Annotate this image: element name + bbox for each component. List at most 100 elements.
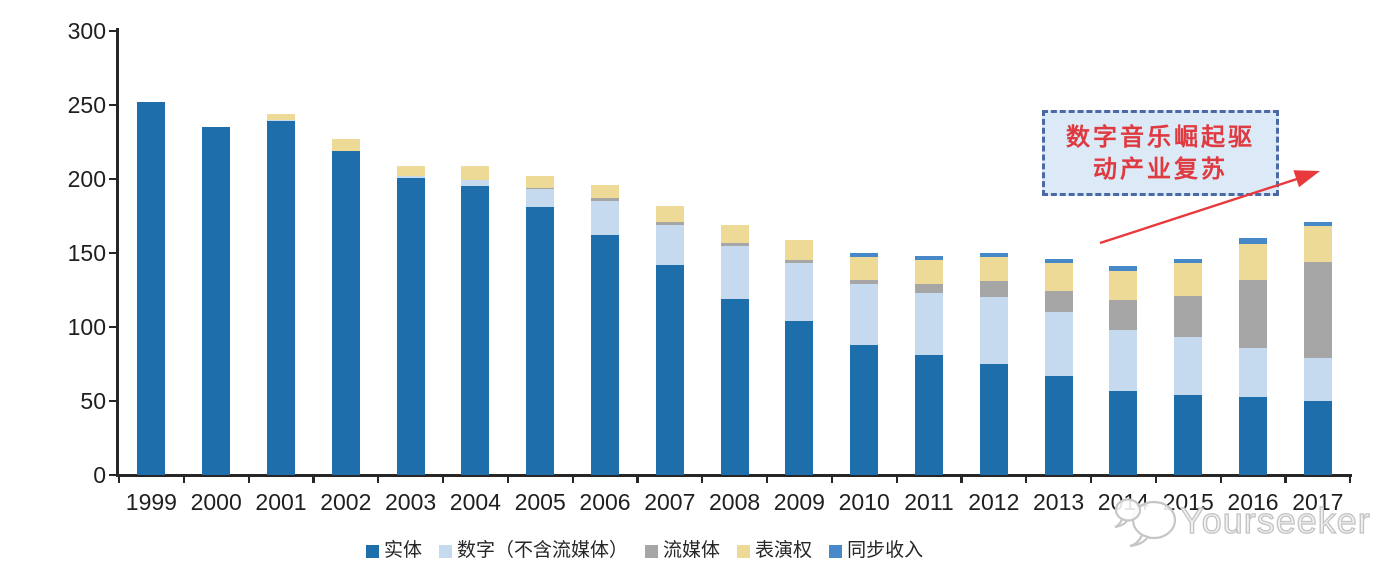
bar-segment-2009 xyxy=(785,321,814,475)
x-axis-label: 2003 xyxy=(385,489,437,515)
bar-segment-2014 xyxy=(1109,390,1138,475)
bar-segment-2000 xyxy=(202,127,231,475)
x-axis-label: 2010 xyxy=(838,489,890,515)
watermark: Yourseeker xyxy=(1112,494,1371,548)
legend-swatch xyxy=(737,544,751,558)
bar-segment-2017 xyxy=(1303,358,1332,401)
y-axis-tick xyxy=(109,30,117,33)
y-axis-tick-label: 150 xyxy=(67,239,106,266)
legend: 实体 数字（不含流媒体） 流媒体 表演权 同步收入 xyxy=(366,540,923,562)
x-axis-label: 2000 xyxy=(190,489,242,515)
bar-segment-2007 xyxy=(655,224,684,265)
bar-segment-2006 xyxy=(591,201,619,236)
x-axis-label: 2009 xyxy=(773,489,825,515)
annotation-line-2: 动产业复苏 xyxy=(1093,156,1228,183)
watermark-text: Yourseeker xyxy=(1179,499,1371,541)
x-axis-tick xyxy=(895,476,898,483)
bar-segment-2014 xyxy=(1109,300,1138,330)
legend-swatch xyxy=(439,544,453,558)
bar-segment-2016 xyxy=(1239,244,1267,280)
x-axis-tick xyxy=(182,476,185,483)
bar-segment-2007 xyxy=(655,264,684,475)
x-axis-label: 2007 xyxy=(644,489,696,515)
bar-segment-2003 xyxy=(396,177,425,475)
bar-segment-2002 xyxy=(331,139,360,151)
bar-segment-2008 xyxy=(720,298,749,475)
bar-segment-2013 xyxy=(1044,291,1073,313)
x-axis-tick xyxy=(571,476,574,483)
speech-bubbles-logo-icon xyxy=(1114,498,1177,548)
legend-swatch xyxy=(366,544,379,558)
x-axis-tick xyxy=(1219,476,1222,483)
annotation-callout: 数字音乐崛起驱 动产业复苏 xyxy=(1042,110,1279,196)
y-axis-tick-label: 50 xyxy=(80,387,106,414)
bar-segment-2009 xyxy=(785,239,814,261)
legend-label: 实体 xyxy=(384,540,423,561)
x-axis-label: 2006 xyxy=(579,489,631,515)
x-axis-tick xyxy=(377,476,380,483)
bar-segment-2003 xyxy=(396,176,425,178)
bar-segment-2012 xyxy=(979,253,1008,258)
x-axis-label: 2017 xyxy=(1292,489,1344,515)
x-axis-tick xyxy=(1284,476,1287,483)
x-axis-tick xyxy=(442,476,445,483)
y-axis-line xyxy=(116,28,119,477)
y-axis-tick xyxy=(109,178,117,181)
bar-segment-2013 xyxy=(1044,312,1073,376)
bar-segment-2016 xyxy=(1239,238,1267,245)
x-axis-label: 1999 xyxy=(125,489,177,515)
legend-swatch xyxy=(829,544,843,558)
x-axis-tick xyxy=(636,476,639,483)
legend-swatch xyxy=(645,544,659,558)
bar-segment-2005 xyxy=(526,189,555,208)
y-axis-tick xyxy=(109,252,117,255)
bar-segment-2005 xyxy=(526,176,555,188)
bar-segment-2005 xyxy=(526,207,555,475)
bar-segment-2011 xyxy=(915,260,943,285)
legend-label: 表演权 xyxy=(755,540,813,561)
bar-segment-2008 xyxy=(720,224,749,243)
bar-segment-2009 xyxy=(785,263,814,322)
legend-item: 数字（不含流媒体） xyxy=(439,540,628,562)
bar-segment-2010 xyxy=(850,257,879,280)
bar-segment-2010 xyxy=(850,279,879,285)
x-axis-label: 2004 xyxy=(449,489,501,515)
y-axis-tick xyxy=(109,474,117,477)
bar-segment-2013 xyxy=(1044,263,1073,292)
annotation-line-1: 数字音乐崛起驱 xyxy=(1066,124,1255,151)
x-axis-tick xyxy=(1025,476,1028,483)
bar-segment-2008 xyxy=(720,242,749,246)
bar-segment-2003 xyxy=(396,165,425,177)
bar-segment-2011 xyxy=(915,355,943,475)
bar-segment-2017 xyxy=(1303,226,1332,262)
bar-segment-2004 xyxy=(461,186,490,475)
x-axis-line xyxy=(116,474,1353,477)
bar-segment-2006 xyxy=(591,235,619,475)
x-axis-tick xyxy=(960,476,963,483)
bar-segment-2007 xyxy=(655,205,684,222)
legend-item: 流媒体 xyxy=(645,540,720,562)
bar-segment-2017 xyxy=(1303,261,1332,359)
bar-segment-2017 xyxy=(1303,221,1332,227)
bar-segment-2015 xyxy=(1174,295,1203,338)
bar-segment-2006 xyxy=(591,184,619,199)
bar-segment-2002 xyxy=(331,150,360,475)
bar-segment-2011 xyxy=(915,284,943,293)
bar-segment-2012 xyxy=(979,281,1008,298)
bar-segment-2016 xyxy=(1239,279,1267,348)
y-axis-tick-label: 300 xyxy=(67,17,106,44)
y-axis-tick xyxy=(109,326,117,329)
bar-segment-2006 xyxy=(591,198,619,202)
x-axis-tick xyxy=(312,476,315,483)
x-axis-tick xyxy=(701,476,704,483)
bar-segment-2009 xyxy=(785,260,814,264)
y-axis-tick-label: 250 xyxy=(67,91,106,118)
bar-segment-2001 xyxy=(267,121,295,475)
legend-label: 数字（不含流媒体） xyxy=(457,540,629,561)
legend-label: 同步收入 xyxy=(847,540,924,561)
bar-segment-2010 xyxy=(850,253,879,258)
bar-segment-2014 xyxy=(1109,329,1138,391)
bar-segment-2011 xyxy=(915,292,943,356)
x-axis-tick xyxy=(506,476,509,483)
